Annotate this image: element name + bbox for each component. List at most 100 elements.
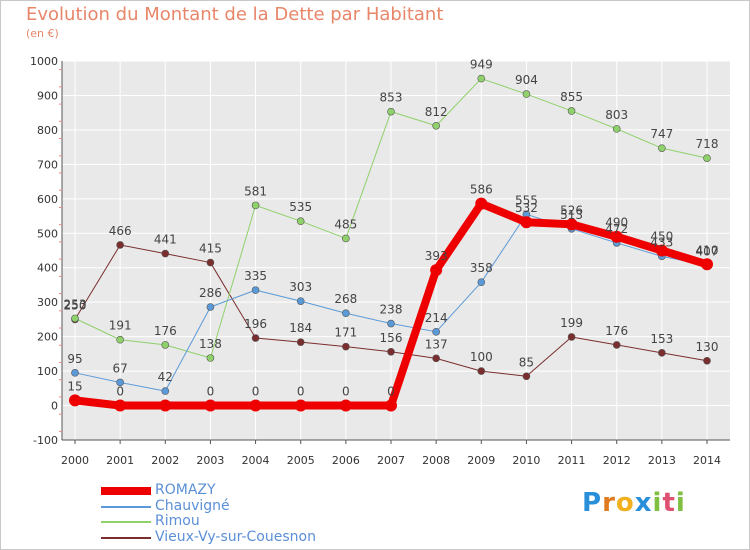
legend-label-chauvigne: Chauvigné: [155, 497, 230, 514]
data-label: 532: [515, 201, 538, 215]
data-point: [296, 217, 305, 226]
data-label: 250: [64, 298, 87, 312]
data-label: 853: [380, 91, 403, 105]
x-tick-label: 2005: [287, 454, 315, 467]
legend-swatch-vieux-vy: [101, 536, 151, 539]
legend-swatch-chauvigne: [101, 505, 151, 508]
data-point: [116, 335, 124, 344]
data-point: [565, 218, 578, 231]
data-label: 490: [605, 216, 628, 230]
data-point: [387, 319, 395, 328]
y-tick-label: 200: [37, 331, 58, 344]
data-point: [475, 197, 488, 210]
y-tick-label: -100: [33, 434, 58, 447]
data-label: 130: [696, 340, 719, 354]
data-point: [71, 369, 79, 377]
data-point: [206, 354, 215, 362]
data-point: [251, 334, 260, 342]
x-tick-label: 2012: [603, 454, 631, 467]
data-point: [251, 201, 260, 210]
data-label: 513: [560, 208, 583, 222]
legend-label-rimou: Rimou: [155, 513, 200, 529]
data-point: [477, 367, 486, 375]
x-tick-label: 2001: [106, 454, 134, 467]
x-tick-label: 2003: [196, 454, 224, 467]
chart-title: Evolution du Montant de la Dette par Hab…: [26, 4, 444, 25]
logo-letter: x: [634, 488, 653, 518]
data-label: 268: [334, 292, 357, 306]
logo-letter: i: [675, 488, 686, 518]
logo-letter: r: [602, 488, 616, 518]
y-tick-label: 1000: [30, 55, 58, 68]
data-label: 253: [64, 297, 87, 311]
data-point: [249, 399, 262, 412]
data-point: [522, 90, 531, 98]
data-point: [161, 341, 170, 349]
data-label: 407: [696, 244, 719, 258]
x-tick-label: 2013: [648, 454, 676, 467]
data-point: [520, 216, 533, 229]
data-label: 0: [342, 385, 350, 399]
data-point: [296, 338, 305, 346]
data-point: [342, 309, 350, 318]
data-label: 718: [696, 137, 719, 151]
data-point: [116, 378, 124, 387]
data-label: 555: [515, 193, 538, 207]
data-point: [612, 125, 621, 133]
data-label: 441: [154, 233, 177, 247]
y-tick-label: 100: [37, 365, 58, 378]
logo-letter: t: [662, 488, 676, 518]
data-point: [161, 387, 170, 395]
data-point: [522, 372, 531, 381]
logo-letter: P: [582, 488, 603, 518]
proxiti-logo: Proxiti: [582, 488, 686, 518]
data-point: [294, 399, 307, 412]
x-tick-label: 2009: [467, 454, 495, 467]
data-label: 472: [605, 222, 628, 236]
data-label: 303: [289, 280, 312, 294]
data-label: 393: [425, 249, 448, 263]
data-label: 176: [154, 324, 177, 338]
data-label: 0: [297, 385, 305, 399]
data-point: [387, 347, 395, 356]
data-label: 138: [199, 337, 222, 351]
data-point: [701, 258, 713, 271]
y-tick-label: 300: [37, 296, 58, 309]
data-label: 747: [650, 127, 673, 141]
data-point: [385, 399, 397, 412]
data-point: [658, 349, 666, 357]
x-tick-label: 2014: [693, 454, 721, 467]
data-label: 433: [650, 235, 673, 249]
legend-swatch-rimou: [101, 521, 151, 523]
data-label: 855: [560, 90, 583, 104]
data-label: 949: [470, 58, 493, 72]
data-label: 286: [199, 286, 222, 300]
data-point: [477, 74, 486, 83]
data-label: 535: [289, 200, 312, 214]
data-label: 450: [650, 230, 673, 244]
data-point: [339, 399, 352, 412]
data-label: 214: [425, 311, 448, 325]
data-point: [432, 354, 440, 363]
data-label: 0: [387, 385, 395, 399]
x-tick-label: 2004: [242, 454, 270, 467]
data-label: 415: [199, 242, 222, 256]
data-point: [430, 264, 443, 277]
data-point: [204, 399, 217, 412]
data-label: 42: [158, 370, 173, 384]
data-label: 485: [334, 217, 357, 231]
x-tick-label: 2008: [422, 454, 450, 467]
data-label: 67: [113, 361, 128, 375]
data-label: 156: [380, 331, 403, 345]
data-point: [610, 230, 623, 243]
data-point: [703, 356, 711, 365]
data-point: [703, 154, 711, 162]
x-tick-label: 2010: [512, 454, 540, 467]
logo-letter: o: [615, 488, 635, 518]
data-point: [69, 394, 81, 407]
data-point: [161, 249, 170, 258]
data-point: [296, 297, 305, 305]
y-tick-label: 500: [37, 227, 58, 240]
data-label: 410: [696, 243, 719, 257]
